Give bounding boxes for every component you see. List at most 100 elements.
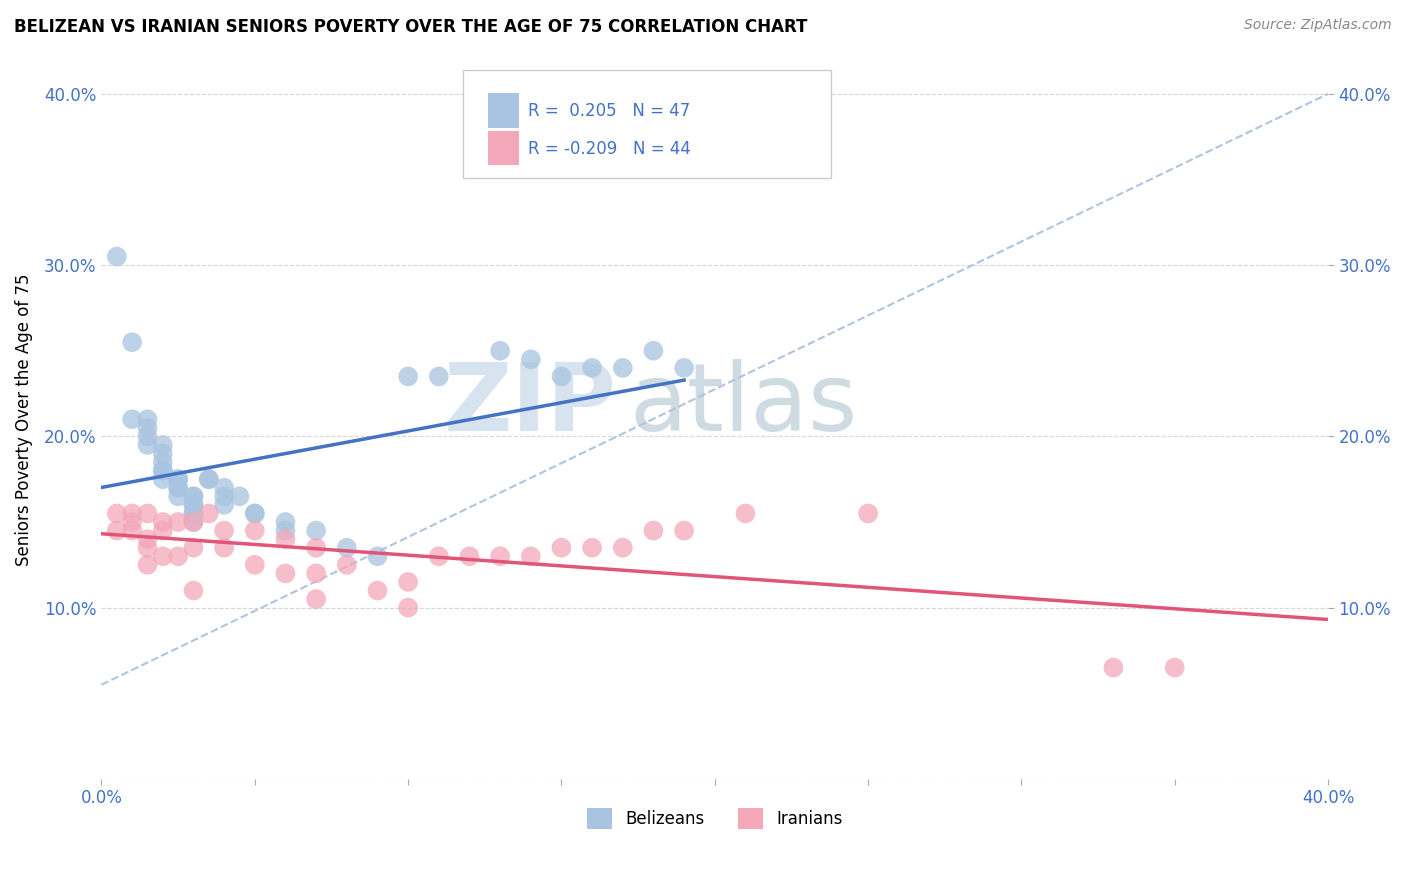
- Point: [136, 507, 159, 521]
- Point: [121, 412, 143, 426]
- Point: [581, 541, 603, 555]
- Point: [458, 549, 481, 564]
- Y-axis label: Seniors Poverty Over the Age of 75: Seniors Poverty Over the Age of 75: [15, 273, 32, 566]
- Point: [152, 515, 174, 529]
- Point: [105, 250, 128, 264]
- Point: [366, 583, 388, 598]
- Point: [305, 524, 328, 538]
- Point: [121, 335, 143, 350]
- Point: [152, 446, 174, 460]
- Point: [183, 541, 205, 555]
- FancyBboxPatch shape: [488, 131, 519, 165]
- Point: [105, 507, 128, 521]
- Point: [427, 549, 450, 564]
- Point: [550, 541, 572, 555]
- Text: Source: ZipAtlas.com: Source: ZipAtlas.com: [1244, 18, 1392, 32]
- Point: [136, 558, 159, 572]
- Point: [612, 360, 634, 375]
- Point: [243, 507, 266, 521]
- Point: [305, 592, 328, 607]
- Point: [183, 583, 205, 598]
- Point: [243, 558, 266, 572]
- Point: [105, 524, 128, 538]
- Text: atlas: atlas: [628, 359, 858, 450]
- Point: [305, 566, 328, 581]
- Point: [198, 472, 221, 486]
- Point: [183, 507, 205, 521]
- Point: [121, 515, 143, 529]
- Point: [520, 352, 543, 367]
- Point: [673, 360, 696, 375]
- Point: [336, 558, 359, 572]
- Point: [520, 549, 543, 564]
- Point: [136, 532, 159, 546]
- Point: [152, 472, 174, 486]
- Point: [396, 574, 419, 589]
- Point: [183, 489, 205, 503]
- Point: [856, 507, 879, 521]
- Point: [396, 600, 419, 615]
- Point: [136, 438, 159, 452]
- Point: [274, 532, 297, 546]
- FancyBboxPatch shape: [464, 70, 831, 178]
- Point: [336, 541, 359, 555]
- Point: [152, 438, 174, 452]
- Point: [643, 343, 665, 358]
- Point: [734, 507, 756, 521]
- Point: [167, 481, 190, 495]
- Point: [152, 524, 174, 538]
- Point: [396, 369, 419, 384]
- Text: ZIP: ZIP: [444, 359, 617, 450]
- Text: BELIZEAN VS IRANIAN SENIORS POVERTY OVER THE AGE OF 75 CORRELATION CHART: BELIZEAN VS IRANIAN SENIORS POVERTY OVER…: [14, 18, 807, 36]
- Text: R =  0.205   N = 47: R = 0.205 N = 47: [529, 103, 690, 120]
- Point: [152, 464, 174, 478]
- Point: [212, 524, 235, 538]
- Point: [198, 507, 221, 521]
- Point: [136, 412, 159, 426]
- Point: [152, 549, 174, 564]
- Point: [274, 566, 297, 581]
- Point: [274, 515, 297, 529]
- Legend: Belizeans, Iranians: Belizeans, Iranians: [581, 802, 849, 835]
- Point: [183, 498, 205, 512]
- Point: [274, 524, 297, 538]
- Point: [228, 489, 250, 503]
- Point: [212, 498, 235, 512]
- Point: [427, 369, 450, 384]
- Point: [121, 507, 143, 521]
- Point: [489, 549, 512, 564]
- Point: [243, 524, 266, 538]
- Point: [198, 472, 221, 486]
- Point: [212, 481, 235, 495]
- Point: [136, 421, 159, 435]
- Point: [183, 498, 205, 512]
- Point: [167, 472, 190, 486]
- Point: [1102, 660, 1125, 674]
- Point: [136, 541, 159, 555]
- Point: [121, 524, 143, 538]
- Point: [167, 515, 190, 529]
- Point: [550, 369, 572, 384]
- Text: R = -0.209   N = 44: R = -0.209 N = 44: [529, 140, 692, 158]
- Point: [152, 455, 174, 469]
- Point: [136, 429, 159, 443]
- Point: [1164, 660, 1187, 674]
- Point: [183, 489, 205, 503]
- Point: [581, 360, 603, 375]
- Point: [366, 549, 388, 564]
- Point: [212, 541, 235, 555]
- Point: [183, 515, 205, 529]
- Point: [167, 489, 190, 503]
- Point: [305, 541, 328, 555]
- Point: [152, 464, 174, 478]
- Point: [167, 549, 190, 564]
- Point: [183, 515, 205, 529]
- Point: [643, 524, 665, 538]
- Point: [183, 507, 205, 521]
- Point: [612, 541, 634, 555]
- FancyBboxPatch shape: [488, 94, 519, 128]
- Point: [212, 489, 235, 503]
- Point: [167, 481, 190, 495]
- Point: [673, 524, 696, 538]
- Point: [489, 343, 512, 358]
